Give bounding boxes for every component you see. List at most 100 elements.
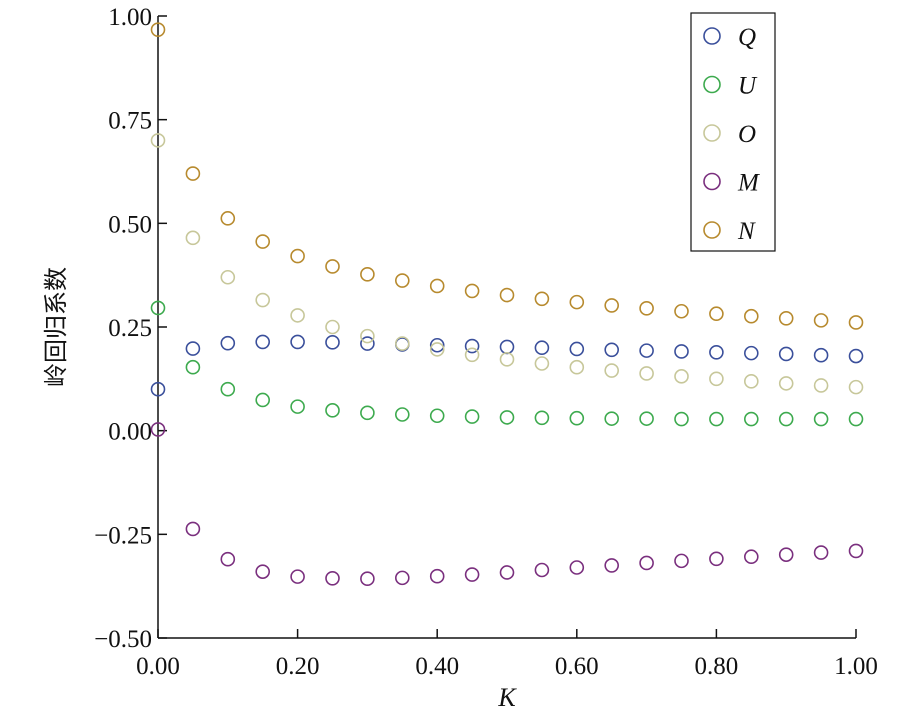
point-m: [499, 565, 515, 580]
point-n: [185, 166, 201, 181]
point-q: [255, 334, 271, 350]
point-u: [848, 411, 864, 427]
point-o: [499, 352, 515, 367]
point-m: [674, 553, 689, 569]
y-tick-label: 0.25: [108, 315, 152, 342]
point-u: [394, 407, 410, 422]
point-n: [743, 308, 759, 324]
point-m: [534, 562, 550, 578]
point-q: [709, 344, 724, 360]
point-q: [604, 342, 620, 358]
point-q: [778, 346, 794, 362]
point-o: [150, 133, 166, 148]
x-tick-label: 0.40: [415, 653, 459, 680]
point-m: [150, 422, 166, 437]
point-u: [150, 300, 166, 316]
point-u: [534, 410, 550, 426]
data-points: [150, 22, 864, 587]
x-tick-label: 0.00: [136, 653, 180, 680]
point-o: [778, 376, 794, 391]
point-u: [743, 411, 759, 427]
point-n: [429, 278, 445, 294]
point-n: [709, 306, 724, 322]
point-m: [709, 551, 724, 567]
x-ticks: 0.00 0.20 0.40 0.60 0.80 1.00: [136, 629, 878, 680]
point-o: [674, 369, 689, 384]
point-o: [848, 379, 864, 395]
legend-marker-q: [703, 27, 721, 45]
point-m: [429, 568, 445, 584]
point-o: [604, 363, 620, 378]
point-m: [569, 560, 585, 575]
point-o: [639, 366, 654, 381]
legend-label-n: N: [737, 218, 756, 245]
point-u: [709, 411, 724, 427]
point-m: [185, 521, 201, 537]
point-m: [743, 549, 759, 565]
point-n: [290, 248, 305, 264]
point-n: [604, 298, 620, 313]
point-o: [534, 356, 550, 371]
point-u: [255, 392, 271, 408]
point-q: [813, 347, 829, 363]
x-tick-label: 0.20: [276, 653, 320, 680]
point-q: [220, 335, 236, 351]
point-n: [464, 283, 480, 299]
point-u: [778, 411, 794, 427]
point-o: [394, 336, 410, 351]
legend-label-u: U: [738, 73, 758, 100]
point-m: [325, 570, 340, 586]
point-u: [325, 403, 340, 418]
point-q: [674, 344, 689, 359]
x-tick-label: 1.00: [834, 653, 878, 680]
point-u: [185, 359, 201, 375]
legend-marker-m: [703, 172, 721, 191]
point-m: [255, 564, 271, 579]
point-q: [743, 345, 759, 361]
point-m: [813, 545, 829, 560]
point-q: [569, 341, 585, 357]
y-axis-label: 岭回归系数: [42, 267, 70, 387]
point-q: [848, 348, 864, 364]
point-n: [499, 287, 515, 303]
point-n: [360, 267, 375, 282]
point-u: [674, 411, 689, 427]
point-m: [220, 551, 236, 567]
point-u: [464, 409, 480, 424]
point-o: [569, 359, 585, 375]
point-n: [394, 273, 410, 288]
y-tick-label: 0.75: [108, 108, 152, 135]
legend-label-q: Q: [738, 24, 756, 51]
y-tick-label: 0.00: [108, 419, 152, 446]
point-n: [848, 315, 864, 330]
point-m: [639, 555, 654, 571]
point-o: [743, 374, 759, 389]
point-u: [220, 381, 236, 397]
point-n: [674, 303, 689, 319]
point-u: [639, 411, 654, 426]
point-q: [429, 337, 445, 353]
point-m: [464, 567, 480, 582]
y-ticks: 1.00 0.75 0.50 0.25 0.00 −0.25 −0.50: [94, 4, 167, 653]
legend-marker-n: [703, 221, 721, 239]
point-o: [290, 308, 305, 323]
point-m: [394, 570, 410, 586]
point-u: [813, 411, 829, 427]
point-q: [325, 335, 340, 350]
point-u: [569, 410, 585, 426]
point-u: [290, 399, 305, 414]
point-n: [534, 291, 550, 307]
x-tick-label: 0.80: [695, 653, 739, 680]
y-tick-label: −0.50: [94, 626, 152, 653]
point-u: [360, 405, 375, 421]
point-o: [813, 378, 829, 393]
y-tick-label: −0.25: [94, 522, 152, 549]
point-n: [778, 310, 794, 326]
point-m: [604, 558, 620, 573]
point-n: [150, 22, 166, 37]
x-tick-label: 0.60: [555, 653, 599, 680]
point-n: [325, 259, 340, 274]
point-u: [429, 408, 445, 424]
point-q: [150, 381, 166, 397]
